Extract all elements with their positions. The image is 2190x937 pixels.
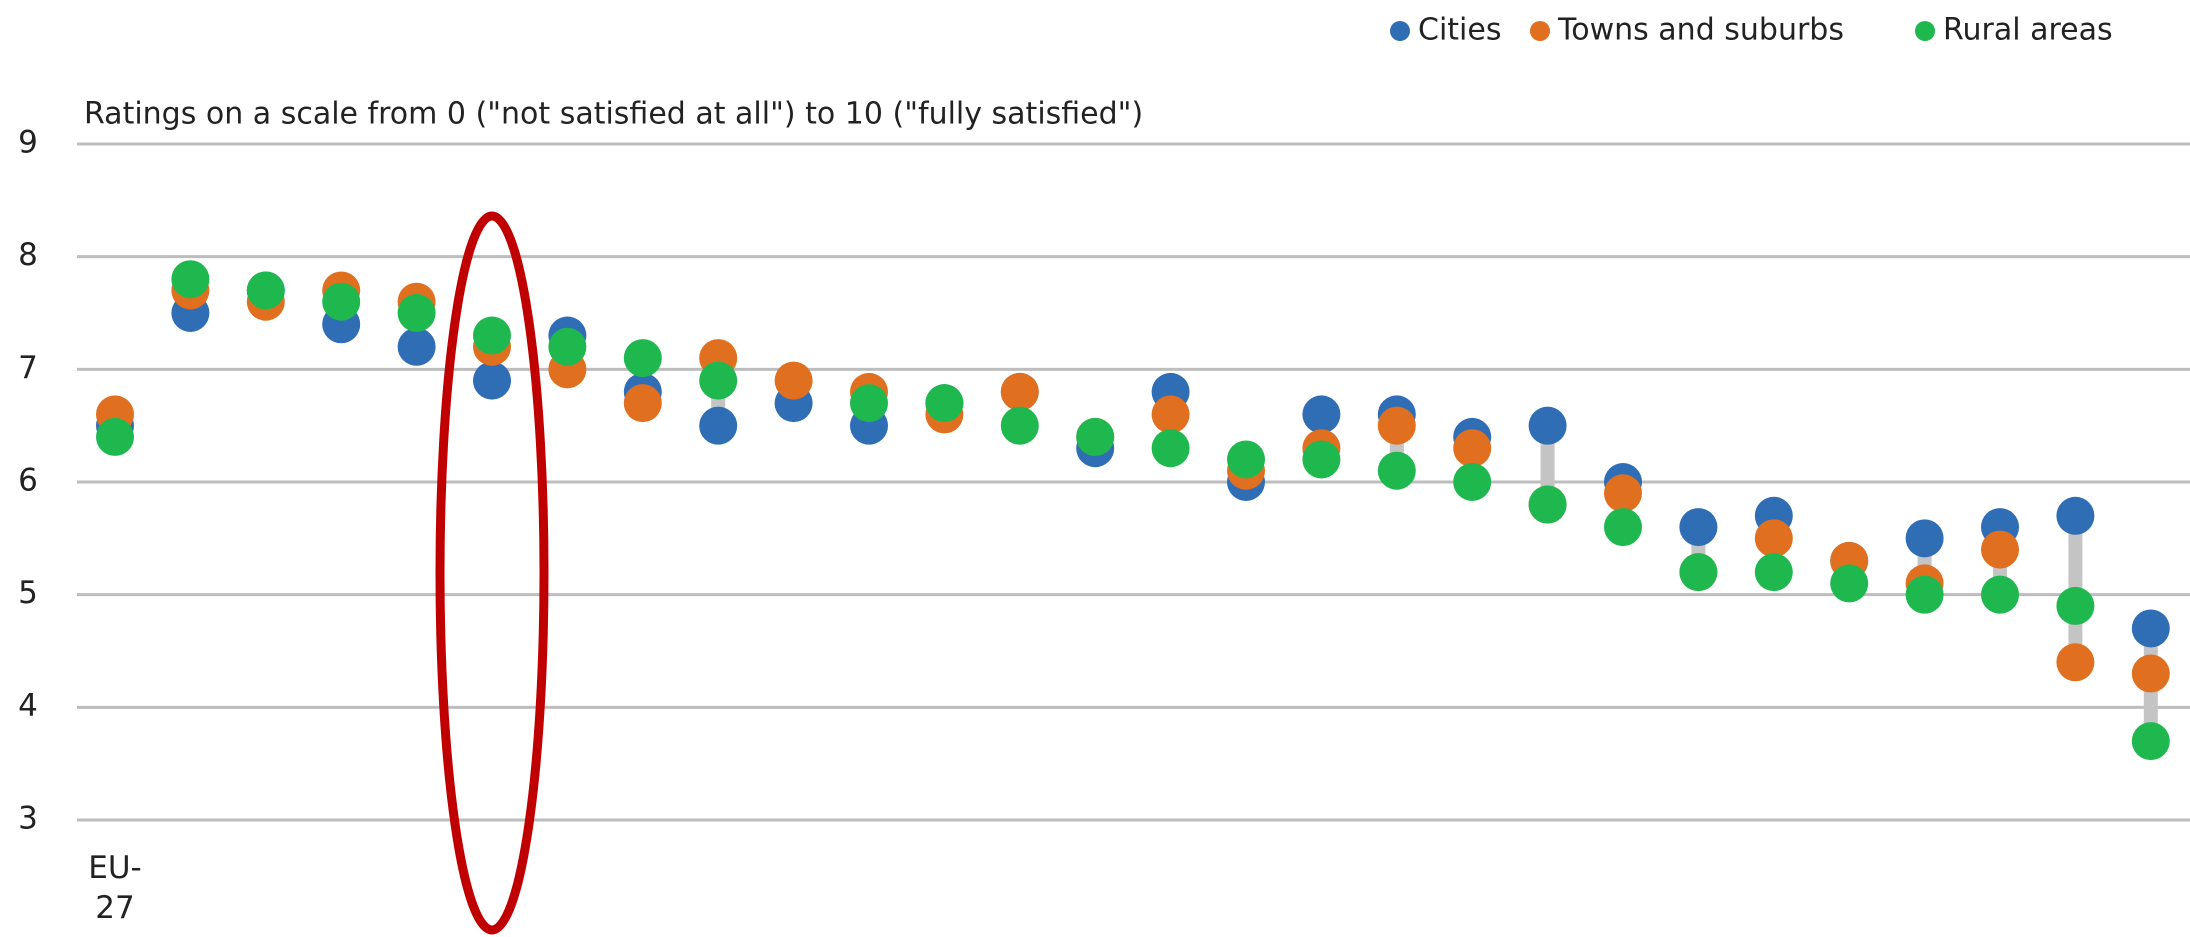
y-tick-label: 5 — [18, 575, 38, 611]
legend-marker — [1390, 21, 1410, 41]
legend-label: Rural areas — [1943, 13, 2113, 48]
dot — [246, 271, 285, 310]
x-tick-label: EU-27 — [88, 850, 141, 926]
labels: 3 4 5 6 7 8 9 EU-27 — [18, 125, 142, 926]
dot — [2131, 609, 2170, 648]
legend-marker — [1530, 21, 1550, 41]
dot — [473, 316, 511, 355]
dot — [1377, 406, 1416, 445]
legend: Cities Towns and suburbs Rural areas — [1390, 13, 2113, 48]
y-tick-label: 3 — [18, 801, 38, 837]
dot — [1302, 395, 1341, 434]
dot — [1604, 474, 1642, 513]
dot — [1905, 519, 1944, 558]
dot — [1528, 485, 1567, 524]
dot — [850, 384, 888, 423]
dot — [548, 327, 587, 366]
dot — [774, 361, 813, 400]
y-tick-label: 7 — [18, 350, 38, 386]
dot — [2131, 722, 2170, 761]
dot — [96, 417, 134, 456]
dot — [1076, 417, 1115, 456]
dot — [1981, 530, 2019, 569]
dot — [2056, 586, 2095, 625]
dot — [1151, 429, 1190, 468]
dot — [2131, 654, 2170, 693]
y-tick-label: 9 — [18, 125, 38, 161]
dot — [1453, 463, 1492, 501]
dot — [171, 260, 210, 299]
dot — [2056, 496, 2095, 535]
dot — [1754, 519, 1793, 558]
dots — [96, 260, 2170, 761]
dot — [1453, 429, 1492, 468]
legend-label: Cities — [1418, 13, 1501, 48]
dot — [1981, 575, 2019, 614]
dot — [623, 339, 662, 378]
dot — [699, 406, 738, 445]
legend-marker — [1915, 21, 1935, 41]
dot — [623, 384, 662, 423]
dot — [397, 294, 436, 332]
y-tick-label: 8 — [18, 237, 38, 273]
highlight-ellipse — [435, 211, 549, 935]
dot — [1754, 553, 1793, 592]
chart-subtitle: Ratings on a scale from 0 ("not satisfie… — [84, 97, 1143, 132]
dot — [2056, 643, 2095, 682]
dot — [1000, 406, 1039, 445]
dot — [1227, 440, 1265, 479]
dot — [1377, 451, 1416, 490]
dot — [1604, 508, 1642, 547]
dot — [1905, 575, 1944, 614]
dot — [1000, 372, 1039, 411]
dot — [1151, 395, 1190, 434]
dot — [322, 282, 361, 321]
dot — [1679, 508, 1718, 547]
grid — [77, 142, 2190, 822]
dot — [397, 327, 436, 366]
y-tick-label: 4 — [18, 688, 38, 724]
dot — [1528, 406, 1567, 445]
dot — [1679, 553, 1718, 592]
legend-label: Towns and suburbs — [1557, 13, 1844, 48]
dot — [473, 361, 511, 400]
dot — [699, 361, 738, 400]
dot — [1830, 564, 1869, 603]
y-tick-label: 6 — [18, 463, 38, 499]
annotation — [435, 211, 549, 935]
dot — [925, 384, 964, 423]
dot — [1302, 440, 1341, 479]
